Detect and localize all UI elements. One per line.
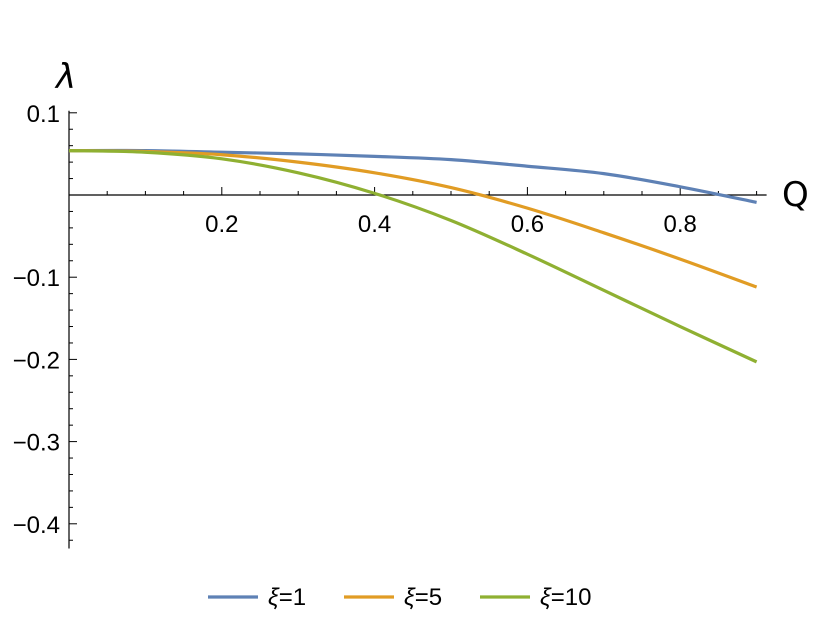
x-tick-label: 0.6 [511, 211, 544, 238]
y-tick-label: −0.1 [13, 265, 60, 292]
tick-labels: 0.2 0.4 0.6 0.8 0.1 −0.1 −0.2 −0.3 −0.4 [13, 101, 697, 539]
y-tick-label: −0.4 [13, 512, 60, 539]
y-tick-label: −0.3 [13, 430, 60, 457]
legend-label-3: ξ=10 [540, 584, 591, 611]
ticks [69, 112, 758, 541]
y-axis-title: λ [54, 57, 76, 97]
x-tick-label: 0.2 [205, 211, 238, 238]
x-tick-label: 0.8 [664, 211, 697, 238]
axes [68, 110, 767, 549]
x-tick-label: 0.4 [358, 211, 391, 238]
y-tick-label: 0.1 [27, 101, 60, 128]
y-tick-label: −0.2 [13, 347, 60, 374]
x-axis-title: Q [782, 175, 809, 215]
series-line-3 [68, 149, 758, 364]
legend: ξ=1 ξ=5 ξ=10 [208, 584, 591, 611]
legend-label-2: ξ=5 [404, 584, 442, 611]
series-lines [68, 148, 758, 364]
series-line-2 [68, 149, 758, 289]
legend-label-1: ξ=1 [268, 584, 306, 611]
